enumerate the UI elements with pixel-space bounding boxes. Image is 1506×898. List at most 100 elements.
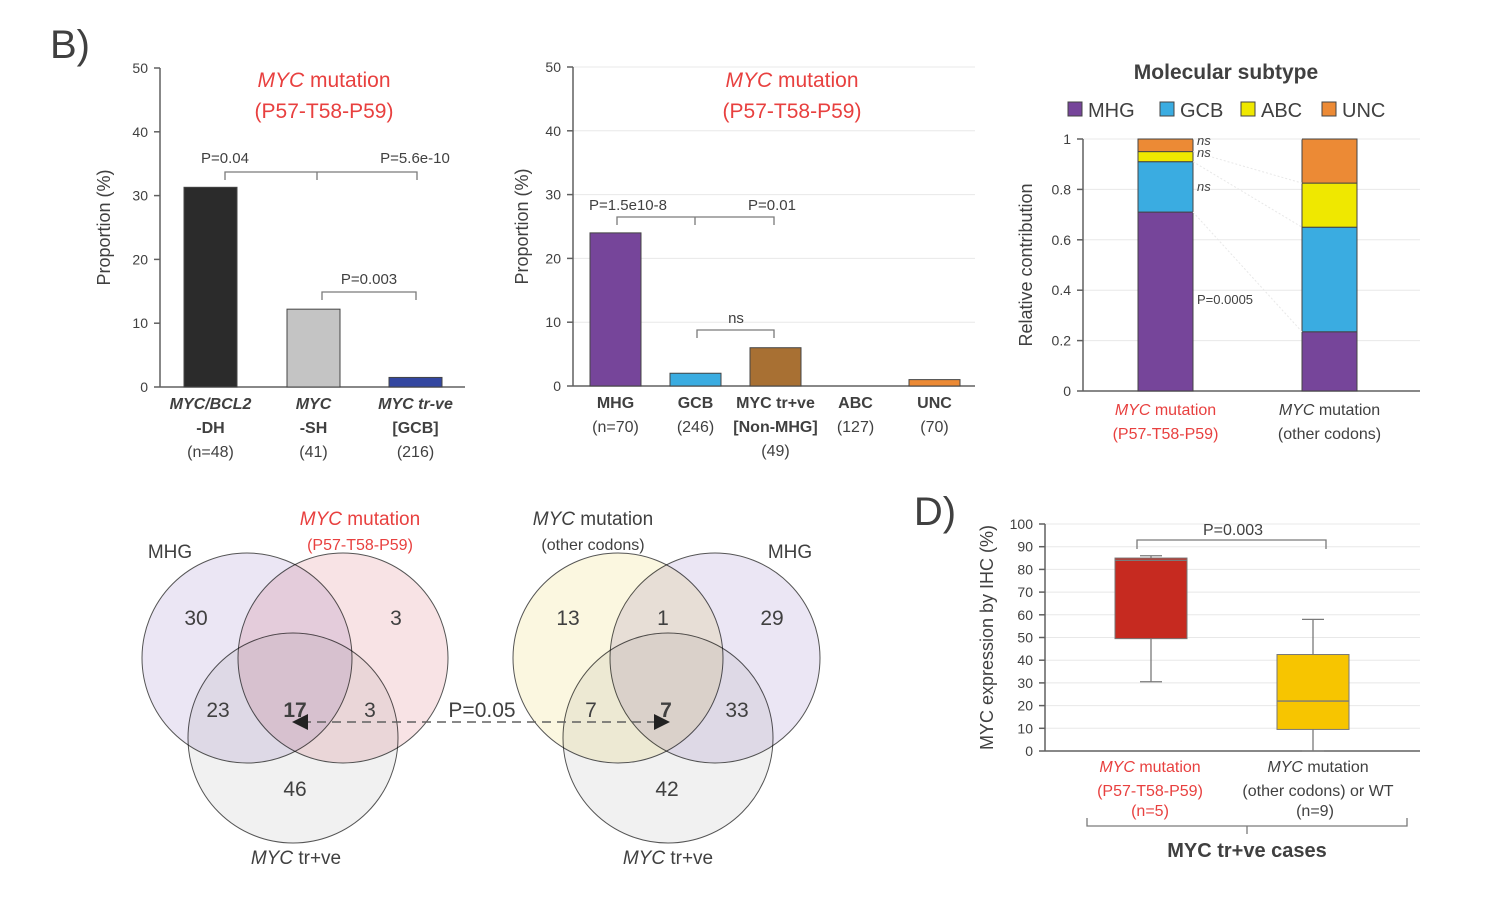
- y-tick-label: 50: [545, 59, 561, 75]
- significance-bracket: [696, 329, 775, 338]
- y-tick-label: 0.4: [1052, 282, 1072, 298]
- p-value: P=0.05: [448, 699, 515, 722]
- venn-sublabel: (other codons): [541, 537, 644, 554]
- bar: [388, 376, 443, 388]
- venn-circle-tr-positive: [562, 632, 774, 844]
- connector-line: [1192, 211, 1303, 333]
- bar: [589, 232, 642, 387]
- x-tick-label: MYC mutation: [1267, 759, 1368, 776]
- chart-title: MYC mutation: [257, 69, 390, 92]
- p-value: ns: [728, 310, 744, 327]
- venn-count: 46: [283, 778, 306, 801]
- p-value: P=0.01: [748, 197, 796, 214]
- x-tick-label: (70): [920, 419, 948, 436]
- x-tick-label: (n=5): [1131, 803, 1169, 820]
- p-value: P=0.003: [341, 271, 397, 288]
- significance-bracket: [1136, 539, 1327, 549]
- x-tick-label: (other codons): [1278, 426, 1381, 443]
- arrowhead-left: [292, 714, 308, 730]
- chart-title-italic: MYC: [725, 69, 773, 92]
- venn-label: MYC tr+ve: [251, 848, 341, 869]
- chart-title-rest: mutation: [772, 69, 858, 92]
- venn-label-rest: mutation: [575, 509, 653, 530]
- venn-label-rest: mutation: [342, 509, 420, 530]
- chart-subtitle: (P57-T58-P59): [723, 100, 862, 123]
- x-tick-label-rest: mutation: [1150, 402, 1216, 419]
- y-tick-label: 50: [1017, 630, 1033, 646]
- y-tick-label: 40: [545, 123, 561, 139]
- p-value: P=1.5e10-8: [589, 197, 667, 214]
- x-tick-label: (n=48): [187, 444, 234, 461]
- x-tick-label: MYC/BCL2: [170, 396, 252, 413]
- venn-label: MYC tr+ve: [623, 848, 713, 869]
- y-tick-label: 60: [1017, 607, 1033, 623]
- y-tick-label: 80: [1017, 561, 1033, 577]
- x-tick-label: UNC: [917, 395, 952, 412]
- y-axis-label: Proportion (%): [94, 169, 114, 285]
- y-axis-label: MYC expression by IHC (%): [977, 525, 997, 750]
- chart-subtitle: (P57-T58-P59): [255, 100, 394, 123]
- p-value: ns: [1197, 145, 1211, 160]
- y-axis-label: Relative contribution: [1016, 183, 1036, 346]
- venn-count: 29: [760, 607, 783, 630]
- y-tick-label: 0: [1025, 743, 1033, 759]
- venn-count: 23: [206, 699, 229, 722]
- connector-line: [1192, 161, 1303, 228]
- venn-count: 42: [655, 778, 678, 801]
- bar: [908, 379, 961, 387]
- stacked-bar-segment: [1137, 161, 1194, 213]
- p-value: ns: [1197, 179, 1211, 194]
- y-tick-label: 0.8: [1052, 181, 1072, 197]
- legend-swatch: [1067, 101, 1083, 117]
- group-label: MYC tr+ve cases: [1167, 840, 1327, 862]
- venn-label: MYC mutation: [533, 509, 653, 530]
- connector-line: [1192, 151, 1303, 184]
- p-value: P=0.04: [201, 150, 249, 167]
- p-value: P=0.0005: [1197, 292, 1253, 307]
- x-tick-label-italic: MYC: [1267, 759, 1303, 776]
- x-tick-label: (other codons) or WT: [1242, 783, 1393, 800]
- venn-circle-tr-positive: [187, 632, 399, 844]
- y-tick-label: 70: [1017, 584, 1033, 600]
- x-tick-label: MHG: [597, 395, 634, 412]
- venn-label-rest: tr+ve: [293, 848, 341, 869]
- venn-count: 1: [657, 607, 669, 630]
- legend-swatch: [1159, 101, 1175, 117]
- x-tick-label: (127): [837, 419, 874, 436]
- stacked-bar-segment: [1301, 182, 1358, 228]
- x-tick-label: MYC: [296, 396, 332, 413]
- p-value: P=5.6e-10: [380, 150, 450, 167]
- y-tick-label: 0.2: [1052, 333, 1072, 349]
- x-tick-label: [Non-MHG]: [733, 419, 817, 436]
- bar: [183, 186, 238, 388]
- x-tick-label: MYC tr-ve: [378, 396, 453, 413]
- x-tick-label: [GCB]: [392, 420, 438, 437]
- x-tick-label: (n=9): [1296, 803, 1334, 820]
- y-tick-label: 30: [132, 188, 148, 204]
- y-tick-label: 30: [545, 187, 561, 203]
- panel-label-b: B): [50, 23, 90, 67]
- legend-swatch: [1321, 101, 1337, 117]
- legend-label: MHG: [1088, 100, 1135, 122]
- y-tick-label: 30: [1017, 675, 1033, 691]
- venn-label: MHG: [148, 542, 192, 563]
- stacked-bar-segment: [1137, 138, 1194, 153]
- venn-label-italic: MYC: [533, 509, 576, 530]
- box: [1276, 654, 1350, 730]
- bar: [749, 347, 802, 387]
- y-tick-label: 90: [1017, 539, 1033, 555]
- x-tick-label: GCB: [678, 395, 714, 412]
- x-tick-label: -SH: [300, 420, 328, 437]
- arrowhead-right: [654, 714, 670, 730]
- venn-count: 13: [556, 607, 579, 630]
- y-tick-label: 1: [1063, 131, 1071, 147]
- p-value: ns: [1197, 133, 1211, 148]
- x-tick-label: (41): [299, 444, 327, 461]
- y-tick-label: 0.6: [1052, 232, 1072, 248]
- y-tick-label: 40: [132, 124, 148, 140]
- significance-bracket: [616, 216, 775, 225]
- chart-title: Molecular subtype: [1134, 61, 1318, 84]
- x-tick-label-rest: mutation: [1135, 759, 1201, 776]
- y-tick-label: 0: [140, 379, 148, 395]
- x-tick-label: (P57-T58-P59): [1113, 426, 1219, 443]
